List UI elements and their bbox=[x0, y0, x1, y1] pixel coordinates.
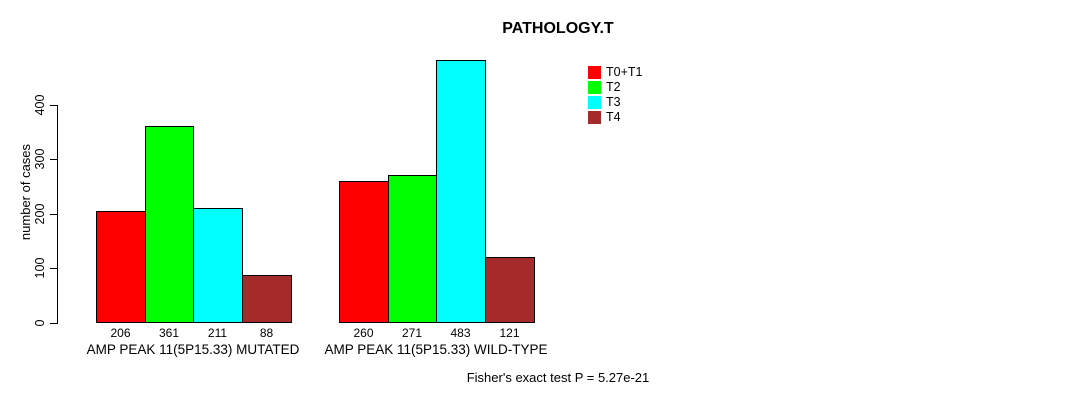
bar-t4-group1 bbox=[242, 275, 292, 323]
legend-item: T2 bbox=[588, 81, 642, 94]
bar-value-label: 211 bbox=[207, 326, 228, 340]
bar-value-label: 206 bbox=[110, 326, 131, 340]
bar-value-label: 88 bbox=[259, 326, 274, 340]
y-tick bbox=[50, 159, 57, 160]
legend-item-label: T4 bbox=[606, 110, 621, 124]
bar-t0-t1-group1 bbox=[96, 211, 146, 323]
legend-item-label: T3 bbox=[606, 95, 621, 109]
legend-item: T4 bbox=[588, 111, 642, 124]
y-axis-line bbox=[57, 105, 58, 324]
legend-swatch-t4 bbox=[588, 111, 601, 124]
y-tick bbox=[50, 323, 57, 324]
legend: T0+T1 T2 T3 T4 bbox=[588, 66, 642, 124]
bar-value-label: 121 bbox=[499, 326, 520, 340]
bar-t2-group2 bbox=[388, 175, 437, 323]
bar-value-label: 271 bbox=[401, 326, 423, 340]
y-tick bbox=[50, 105, 57, 106]
y-tick-label: 400 bbox=[33, 94, 47, 116]
y-tick-label: 200 bbox=[33, 203, 47, 225]
bar-t3-group1 bbox=[193, 208, 243, 323]
legend-item-label: T2 bbox=[606, 80, 621, 94]
chart-title: PATHOLOGY.T bbox=[502, 20, 614, 37]
legend-item-label: T0+T1 bbox=[606, 65, 643, 79]
y-tick-label: 0 bbox=[33, 319, 47, 327]
legend-swatch-t2 bbox=[588, 81, 601, 94]
x-group-label: AMP PEAK 11(5P15.33) MUTATED bbox=[86, 342, 300, 357]
x-group-label: AMP PEAK 11(5P15.33) WILD-TYPE bbox=[324, 342, 548, 357]
y-tick-label: 300 bbox=[33, 148, 47, 170]
y-axis-label: number of cases bbox=[18, 143, 33, 241]
bar-t3-group2 bbox=[436, 60, 486, 323]
stat-text: Fisher's exact test P = 5.27e-21 bbox=[466, 370, 650, 385]
legend-swatch-t3 bbox=[588, 96, 601, 109]
bar-t4-group2 bbox=[485, 257, 535, 323]
bar-t2-group1 bbox=[145, 126, 194, 323]
bar-value-label: 260 bbox=[353, 326, 374, 340]
legend-item: T0+T1 bbox=[588, 66, 642, 79]
bar-value-label: 483 bbox=[450, 326, 471, 340]
bar-t0-t1-group2 bbox=[339, 181, 389, 323]
legend-swatch-t0-t1 bbox=[588, 66, 601, 79]
legend-item: T3 bbox=[588, 96, 642, 109]
y-tick bbox=[50, 268, 57, 269]
bar-value-label: 361 bbox=[158, 326, 180, 340]
y-tick-label: 100 bbox=[33, 257, 47, 279]
y-tick bbox=[50, 214, 57, 215]
